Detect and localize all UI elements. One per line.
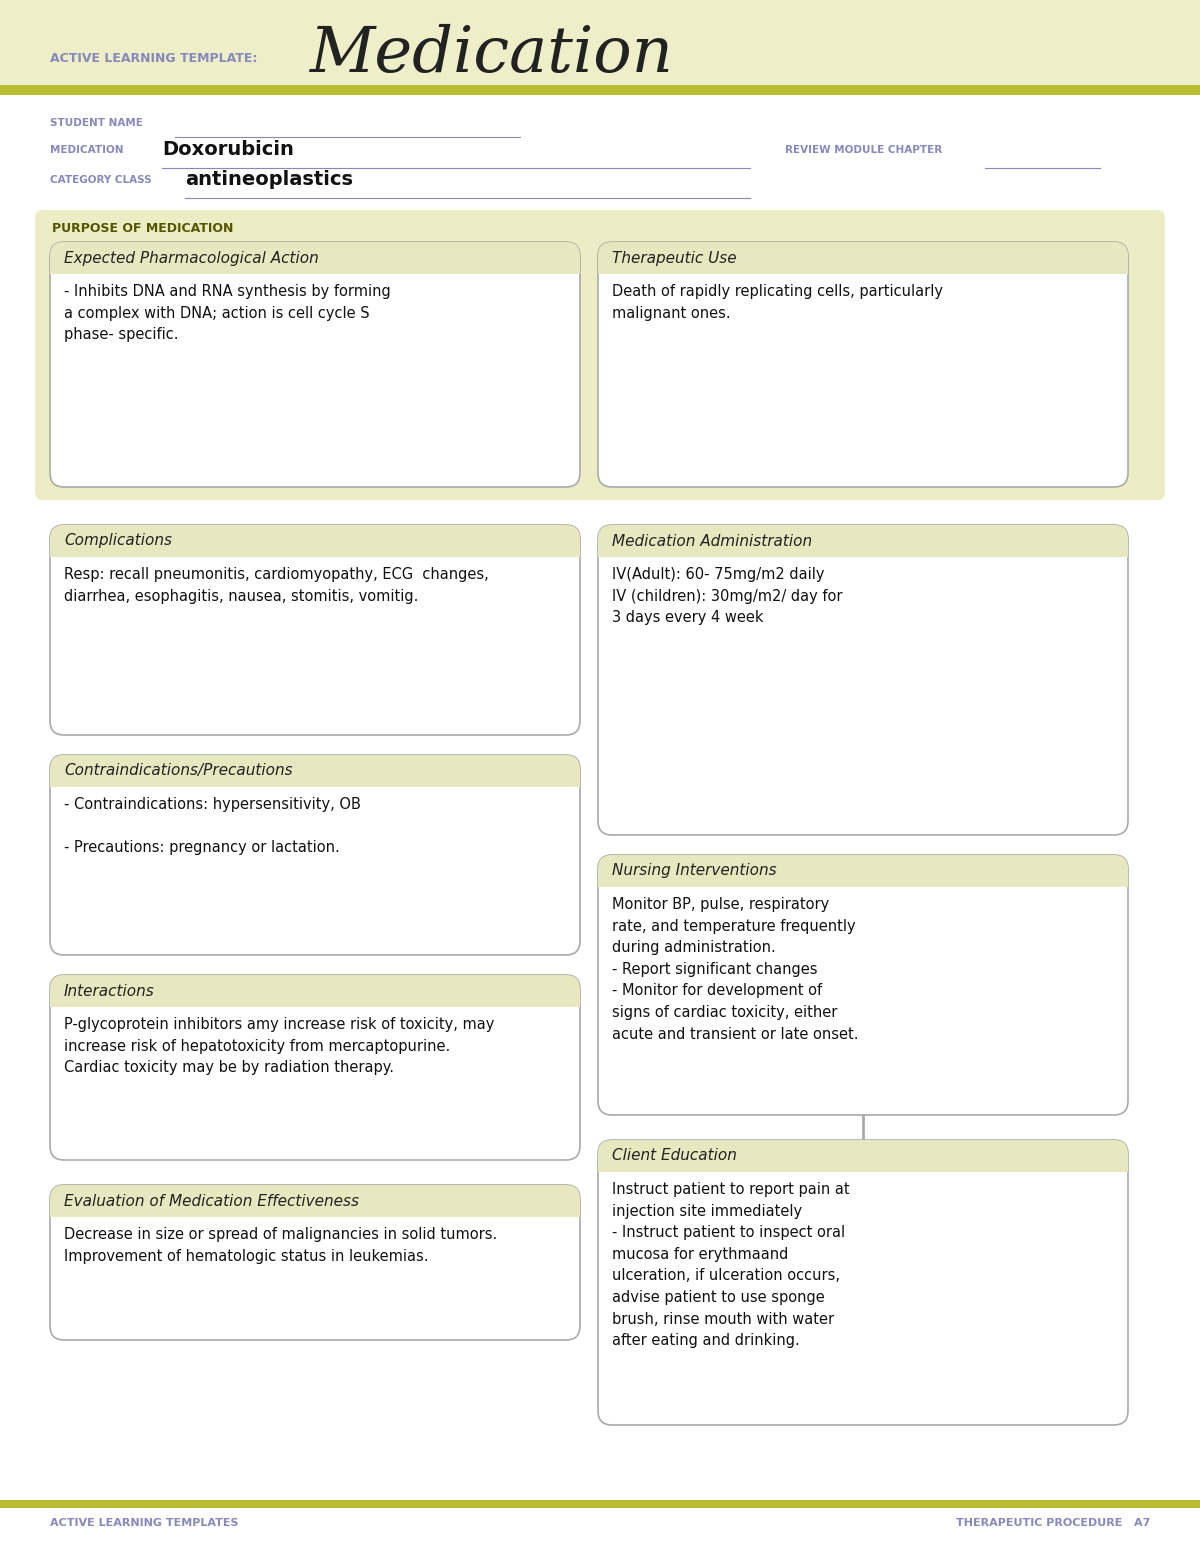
Text: Client Education: Client Education [612, 1149, 737, 1163]
FancyBboxPatch shape [50, 755, 580, 955]
Text: Therapeutic Use: Therapeutic Use [612, 250, 737, 266]
Bar [598, 870, 1128, 887]
Text: Monitor BP, pulse, respiratory
rate, and temperature frequently
during administr: Monitor BP, pulse, respiratory rate, and… [612, 898, 858, 1042]
Bar [598, 1154, 1128, 1173]
Text: Medication: Medication [310, 25, 674, 85]
FancyBboxPatch shape [598, 525, 1128, 558]
FancyBboxPatch shape [598, 856, 1128, 887]
FancyBboxPatch shape [50, 755, 580, 787]
Text: ACTIVE LEARNING TEMPLATES: ACTIVE LEARNING TEMPLATES [50, 1517, 239, 1528]
Text: PURPOSE OF MEDICATION: PURPOSE OF MEDICATION [52, 222, 233, 235]
Bar [50, 256, 580, 273]
FancyBboxPatch shape [50, 525, 580, 558]
Text: THERAPEUTIC PROCEDURE   A7: THERAPEUTIC PROCEDURE A7 [955, 1517, 1150, 1528]
FancyBboxPatch shape [598, 1140, 1128, 1173]
Bar [598, 539, 1128, 558]
Bar [50, 1199, 580, 1218]
Text: MEDICATION: MEDICATION [50, 144, 124, 155]
FancyBboxPatch shape [50, 525, 580, 735]
Bar [50, 989, 580, 1006]
Text: Decrease in size or spread of malignancies in solid tumors.
Improvement of hemat: Decrease in size or spread of malignanci… [64, 1227, 497, 1264]
Text: Death of rapidly replicating cells, particularly
malignant ones.: Death of rapidly replicating cells, part… [612, 284, 943, 320]
FancyBboxPatch shape [50, 975, 580, 1006]
Bar [0, 85, 1200, 95]
Text: Evaluation of Medication Effectiveness: Evaluation of Medication Effectiveness [64, 1194, 359, 1208]
Text: STUDENT NAME: STUDENT NAME [50, 118, 143, 127]
Text: - Contraindications: hypersensitivity, OB

- Precautions: pregnancy or lactation: - Contraindications: hypersensitivity, O… [64, 797, 361, 856]
FancyBboxPatch shape [50, 1185, 580, 1218]
FancyBboxPatch shape [598, 1140, 1128, 1426]
Text: Doxorubicin: Doxorubicin [162, 140, 294, 158]
Bar [50, 539, 580, 558]
FancyBboxPatch shape [50, 1185, 580, 1340]
Text: antineoplastics: antineoplastics [185, 169, 353, 189]
Text: Medication Administration: Medication Administration [612, 534, 812, 548]
FancyBboxPatch shape [598, 242, 1128, 488]
Text: P-glycoprotein inhibitors amy increase risk of toxicity, may
increase risk of he: P-glycoprotein inhibitors amy increase r… [64, 1017, 494, 1075]
FancyBboxPatch shape [50, 242, 580, 488]
Bar [50, 769, 580, 787]
Text: - Inhibits DNA and RNA synthesis by forming
a complex with DNA; action is cell c: - Inhibits DNA and RNA synthesis by form… [64, 284, 391, 342]
Bar [0, 1500, 1200, 1508]
FancyBboxPatch shape [50, 975, 580, 1160]
FancyBboxPatch shape [50, 242, 580, 273]
Bar [598, 256, 1128, 273]
Text: REVIEW MODULE CHAPTER: REVIEW MODULE CHAPTER [785, 144, 942, 155]
Text: Expected Pharmacological Action: Expected Pharmacological Action [64, 250, 319, 266]
FancyBboxPatch shape [598, 525, 1128, 836]
Text: Contraindications/Precautions: Contraindications/Precautions [64, 764, 293, 778]
Text: Instruct patient to report pain at
injection site immediately
- Instruct patient: Instruct patient to report pain at injec… [612, 1182, 850, 1348]
Text: ACTIVE LEARNING TEMPLATE:: ACTIVE LEARNING TEMPLATE: [50, 51, 257, 65]
FancyBboxPatch shape [35, 210, 1165, 500]
Text: Complications: Complications [64, 534, 172, 548]
FancyBboxPatch shape [598, 242, 1128, 273]
Text: CATEGORY CLASS: CATEGORY CLASS [50, 175, 151, 185]
Text: Interactions: Interactions [64, 983, 155, 999]
Text: Resp: recall pneumonitis, cardiomyopathy, ECG  changes,
diarrhea, esophagitis, n: Resp: recall pneumonitis, cardiomyopathy… [64, 567, 488, 604]
Bar [0, 0, 1200, 90]
Text: IV(Adult): 60- 75mg/m2 daily
IV (children): 30mg/m2/ day for
3 days every 4 week: IV(Adult): 60- 75mg/m2 daily IV (childre… [612, 567, 842, 626]
Text: Nursing Interventions: Nursing Interventions [612, 863, 776, 879]
FancyBboxPatch shape [598, 856, 1128, 1115]
